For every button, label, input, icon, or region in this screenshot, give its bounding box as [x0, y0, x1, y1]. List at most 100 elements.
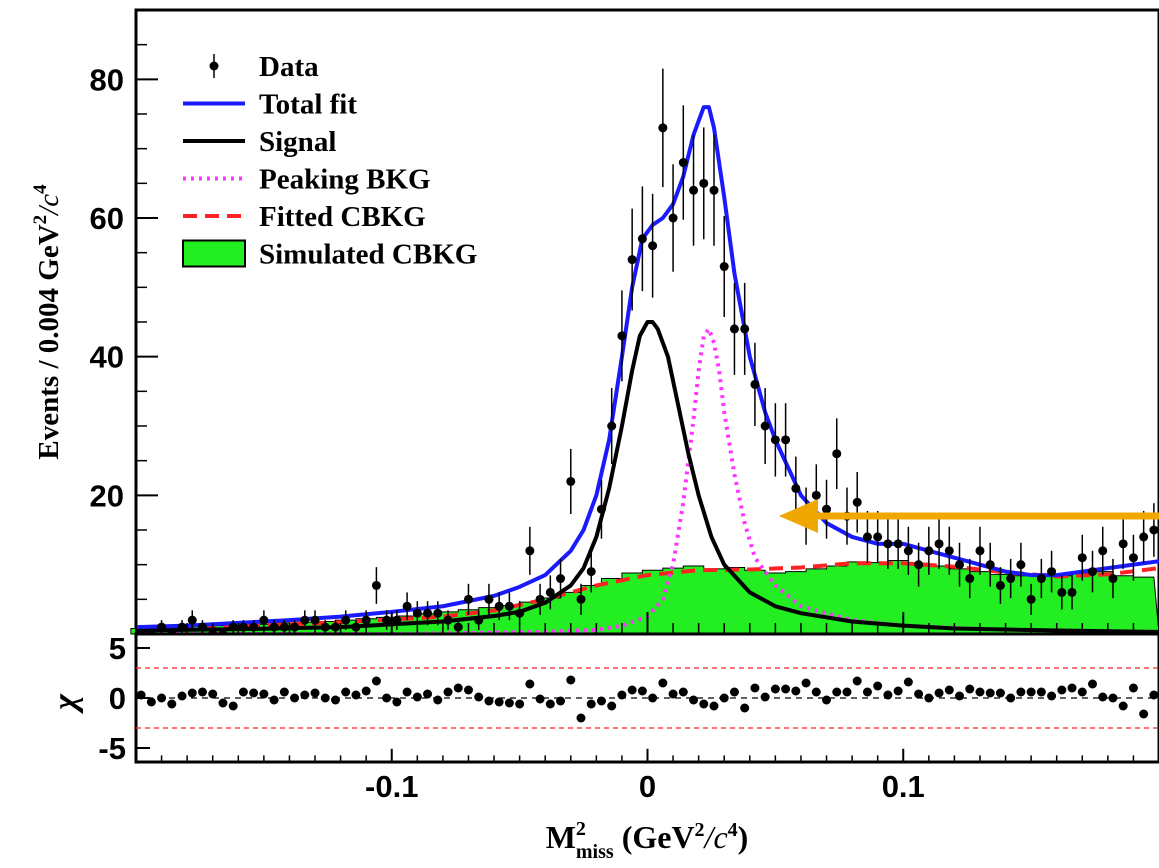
residual-point: [371, 676, 381, 686]
data-point: [627, 208, 637, 311]
residual-point: [842, 687, 852, 697]
data-point: [883, 518, 893, 569]
data-point: [402, 592, 412, 621]
data-point: [177, 620, 187, 634]
data-point: [351, 620, 361, 634]
residual-y-ticks: 5 0 -5: [98, 631, 150, 766]
data-point: [249, 620, 259, 634]
residual-point: [1047, 691, 1057, 701]
data-point: [934, 518, 944, 569]
residual-point: [423, 689, 433, 699]
residual-point: [218, 698, 228, 708]
residual-point: [1057, 685, 1067, 695]
residual-point: [453, 683, 463, 693]
residual-point: [658, 678, 668, 688]
data-point: [290, 620, 300, 634]
data-point: [1026, 583, 1036, 615]
data-point: [484, 583, 494, 615]
data-point: [689, 134, 699, 246]
residual-point: [167, 699, 177, 709]
residual-y-tick-label: 5: [109, 631, 126, 666]
main-y-axis-label: Events / 0.004 GeV2/c4: [30, 184, 65, 460]
residual-point: [310, 688, 320, 698]
legend-label: Total fit: [259, 89, 357, 121]
residual-point: [1067, 683, 1077, 693]
legend-entry: Fitted CBKG: [183, 201, 426, 233]
residual-point: [300, 690, 310, 700]
data-point: [197, 620, 207, 634]
data-point: [228, 620, 238, 634]
residual-point: [249, 688, 259, 698]
residual-point: [1036, 687, 1046, 697]
data-point: [709, 134, 719, 246]
residual-point: [433, 695, 443, 705]
main-y-axis-title: Events / 0.004 GeV2/c4: [30, 184, 65, 460]
residual-point: [290, 693, 300, 703]
residual-point: [637, 686, 647, 696]
main-x-ticks: [135, 612, 1159, 634]
legend-entry: Simulated CBKG: [182, 239, 477, 271]
total-fit-curve: [135, 105, 1159, 630]
residual-point: [341, 687, 351, 697]
residual-point: [1077, 687, 1087, 697]
legend-entry: Signal: [183, 126, 336, 158]
residual-point: [719, 693, 729, 703]
data-point: [545, 575, 555, 610]
data-point: [1047, 550, 1057, 593]
data-point: [903, 526, 913, 575]
residual-point: [515, 699, 525, 709]
residual-point: [934, 688, 944, 698]
x-tick-label: -0.1: [365, 769, 418, 804]
data-point: [1098, 526, 1108, 575]
residual-point: [586, 699, 596, 709]
data-point: [535, 583, 545, 615]
residual-point: [157, 693, 167, 703]
y-tick-label: 40: [90, 340, 124, 375]
residual-point: [1006, 693, 1016, 703]
residual-y-axis-label: χ: [47, 693, 84, 714]
residual-point: [924, 693, 934, 703]
residual-y-tick-label: 0: [109, 681, 126, 716]
data-point: [617, 290, 627, 382]
residual-point: [914, 689, 924, 699]
residual-point: [873, 681, 883, 691]
data-point: [729, 282, 739, 375]
data-point: [832, 418, 842, 490]
residual-point: [1108, 693, 1118, 703]
residual-point: [811, 687, 821, 697]
data-point: [750, 342, 760, 426]
data-point: [1057, 575, 1067, 610]
residual-point: [740, 703, 750, 713]
residual-point: [832, 687, 842, 697]
data-point: [985, 542, 995, 587]
data-point: [330, 620, 340, 634]
residual-point: [1139, 709, 1149, 719]
residual-point: [187, 688, 197, 698]
data-point: [914, 542, 924, 587]
data-point: [1108, 558, 1118, 599]
data-point: [494, 592, 504, 621]
residual-point: [330, 695, 340, 705]
data-point: [1149, 503, 1159, 557]
residual-point: [351, 690, 361, 700]
data-point: [995, 567, 1005, 604]
data-point: [873, 510, 883, 563]
arrow-annotation: [779, 499, 1159, 533]
residual-x-ticks: -0.1 0 0.1: [135, 748, 1159, 804]
residual-point: [607, 701, 617, 711]
residual-point: [535, 694, 545, 704]
x-axis-title: M2 miss (GeV2/c4): [546, 818, 749, 863]
legend: Data Total fit Signal Peaking BKG Fitted CBK…: [182, 51, 477, 271]
residual-point: [392, 697, 402, 707]
data-point: [862, 510, 872, 563]
legend-entry: Peaking BKG: [183, 164, 431, 196]
residual-point: [760, 692, 770, 702]
data-point: [320, 620, 330, 634]
residual-point: [361, 686, 371, 696]
residual-point: [494, 697, 504, 707]
data-point: [453, 620, 463, 634]
main-y-ticks: 20 40 60 80: [90, 9, 158, 601]
data-point: [382, 610, 392, 630]
residual-point: [1128, 683, 1138, 693]
